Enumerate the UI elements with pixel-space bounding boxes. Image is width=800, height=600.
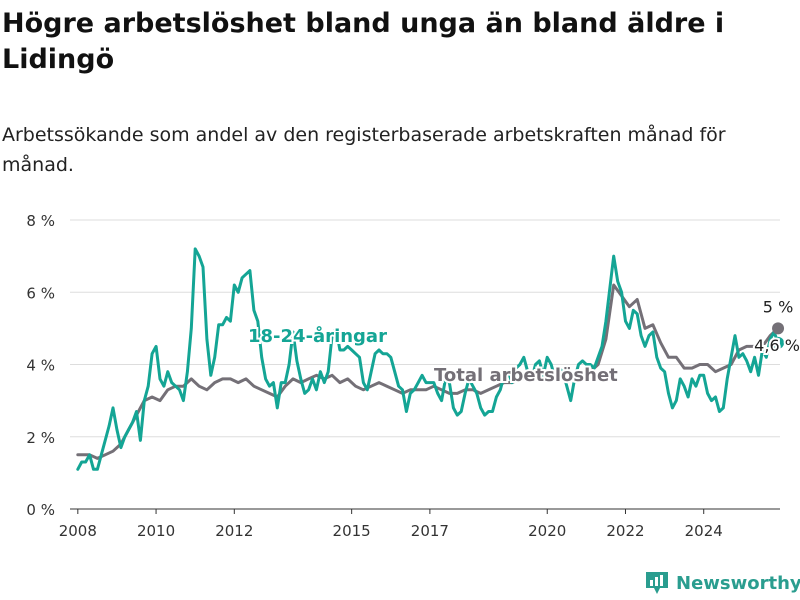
end-marker-total (772, 322, 785, 335)
y-tick-label: 2 % (26, 429, 55, 447)
x-tick-label: 2020 (528, 522, 566, 540)
newsworthy-logo-icon (646, 572, 668, 594)
x-tick-label: 2022 (606, 522, 644, 540)
end-marker-young (772, 336, 785, 349)
end-label-young: 4,6 % (754, 336, 800, 355)
end-label-total: 5 % (763, 297, 793, 316)
x-tick-label: 2010 (137, 522, 175, 540)
x-tick-label: 2015 (333, 522, 371, 540)
series-line-young (76, 247, 780, 471)
x-tick-label: 2017 (411, 522, 449, 540)
brand-name: Newsworthy (676, 572, 800, 594)
line-chart: 0 % 2 % 4 % 6 % 8 % 2008 2010 2012 2015 2017 2020 2… (26, 212, 800, 540)
y-tick-label: 6 % (26, 284, 55, 302)
x-tick-label: 2008 (59, 522, 97, 540)
y-tick-label: 8 % (26, 212, 55, 230)
series-label-young: 18-24-åringar (248, 325, 387, 347)
chart-subtitle: Arbetssökande som andel av den registerb… (2, 124, 726, 176)
y-tick-label: 4 % (26, 357, 55, 375)
y-tick-label: 0 % (26, 501, 55, 519)
series-label-total: Total arbetslöshet (434, 365, 618, 386)
series-line-total (76, 283, 780, 460)
x-tick-label: 2012 (215, 522, 253, 540)
chart-title: Högre arbetslöshet bland unga än bland ä… (2, 8, 725, 75)
brand-logo: Newsworthy (644, 568, 800, 598)
x-tick-label: 2024 (685, 522, 723, 540)
